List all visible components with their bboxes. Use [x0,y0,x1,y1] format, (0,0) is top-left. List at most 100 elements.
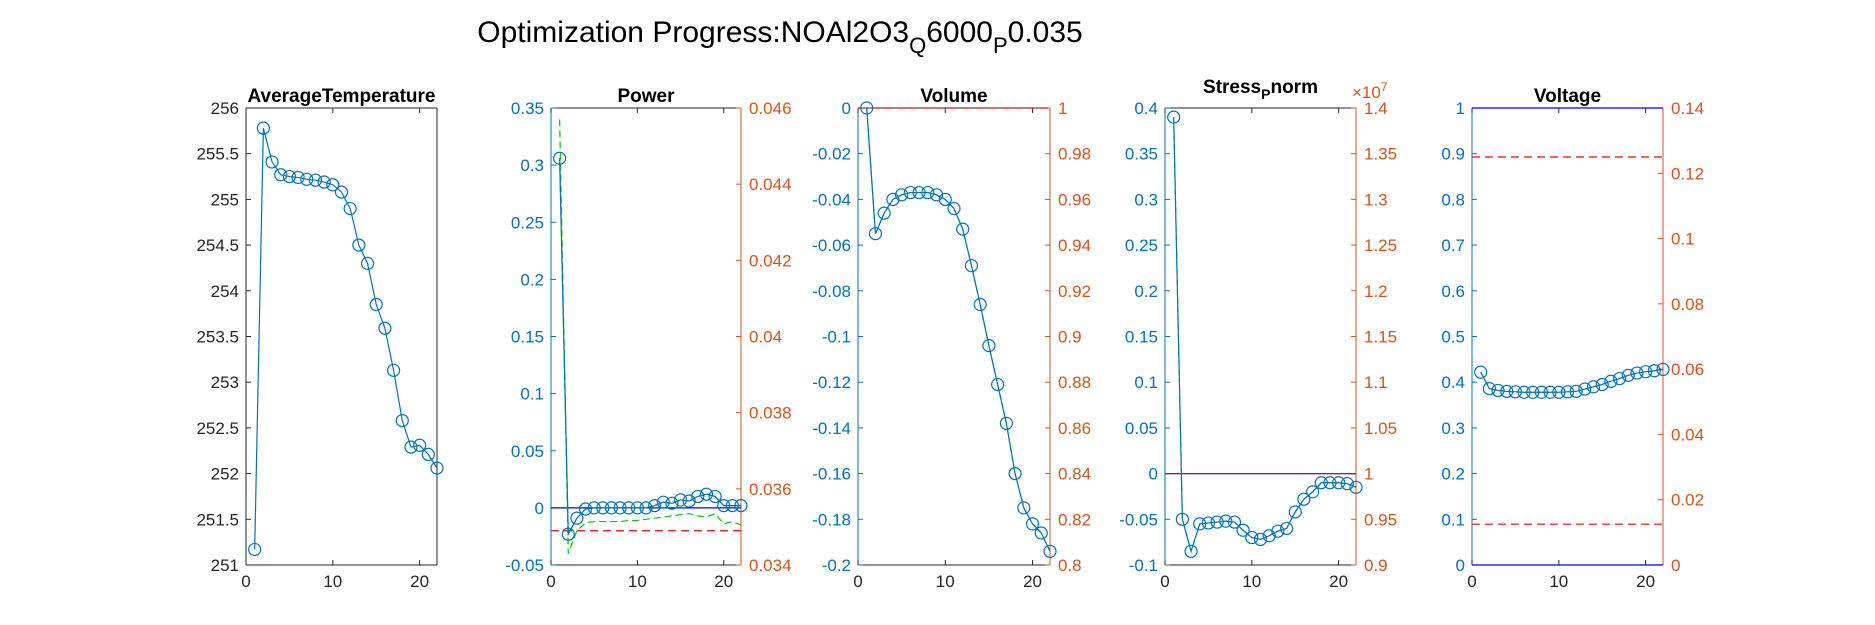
subplot-panels: 0 10 20251251.5252252.5253253.5254254.5255… [196,77,1704,591]
subplot-title-tail: norm [1270,77,1318,98]
subplot-5: 0 10 2000.10.20.30.40.50.60.70.80.9100.020… [1441,86,1704,591]
data-point [308,173,323,187]
data-point [1279,521,1294,536]
y-right-tick-label: 0.046 [749,99,792,118]
y-right-tick-label: 0.92 [1058,282,1091,301]
x-tick-label: 0 [853,572,862,591]
data-point [1227,515,1242,529]
subplot-title: Power [617,86,675,107]
x-tick-label: 0 [1160,572,1169,591]
data-point [300,172,314,186]
y-tick-label: 0.2 [520,270,544,289]
data-point [1305,485,1320,499]
data-point [326,178,340,192]
y-right-tick-label: 0.04 [749,328,782,347]
y-tick-label: -0.05 [505,556,544,575]
y-tick-label: 0.05 [511,442,544,461]
figure-title-mid: 6000 [926,16,993,49]
data-point [386,363,401,377]
data-point [1586,380,1601,394]
data-point [1604,374,1618,388]
data-point [639,501,653,515]
subplot-1: 0 10 20 251 251.5 252 252.5 253 253.5 254 254.5 255… [196,86,444,591]
y-right-tick-label: 0.12 [1671,164,1704,183]
data-point [691,489,705,504]
y-right-tick-label: 0.84 [1058,465,1091,484]
y-right-tick-label: 0.14 [1671,99,1704,118]
figure-title-sub1: Q [909,33,926,58]
y-right-tick-label: 0.06 [1671,360,1704,379]
data-point [378,321,392,335]
y-right-tick-label: 0.98 [1058,145,1091,164]
data-point [1210,515,1224,529]
data-point [973,297,987,312]
y-tick-label: 0.1 [520,385,544,404]
x-tick-label: 10 [628,572,647,591]
y-tick-label: -0.2 [822,556,851,575]
y-right-tick-label: 0.95 [1364,510,1397,529]
y-tick-label: -0.1 [822,328,851,347]
y-right-tick-label: 0.86 [1058,419,1091,438]
data-point [886,192,900,206]
data-point [877,206,891,220]
subplot-title: AverageTemperature [248,86,436,107]
data-point [334,185,349,199]
y-right-tick-label: 0.88 [1058,373,1091,392]
y-tick-label: 253.5 [196,328,239,347]
y-tick-label: -0.06 [812,236,851,255]
x-tick-label: 20 [1329,572,1348,591]
y-tick-label: 0.4 [1441,373,1465,392]
data-point [553,151,567,165]
y-right-tick-label: 0.1 [1671,230,1695,249]
data-point [1534,385,1549,399]
data-point [1560,385,1575,399]
data-point [282,169,297,184]
y-tick-label: 0.35 [1125,145,1158,164]
x-tick-label: 10 [936,572,955,591]
data-point [1219,514,1233,528]
y-tick-label: 252.5 [196,419,239,438]
y-tick-label: 0.15 [1125,328,1158,347]
y-tick-label: 0 [1149,465,1158,484]
data-point [1262,529,1276,543]
data-point [999,416,1013,430]
subplot-title: StressPnorm [1203,77,1318,102]
x-tick-label: 10 [323,572,342,591]
y-right-tick-label: 0.9 [1364,556,1388,575]
y-tick-label: 251.5 [196,510,239,529]
data-point [430,461,444,475]
series-green-trace [559,158,741,537]
data-point [622,501,636,515]
data-point [1543,385,1557,399]
data-point [682,494,696,508]
y-right-tick-label: 1.25 [1364,236,1397,255]
subplot-title: Volume [920,86,987,107]
data-point [725,498,739,513]
data-point [1491,383,1505,398]
data-point [604,501,619,515]
y-tick-label: -0.08 [812,282,851,301]
y-right-tick-label: 0.8 [1058,556,1082,575]
y-right-tick-label: 0.96 [1058,190,1091,209]
y-tick-label: 255 [211,190,239,209]
y-tick-label: 0.3 [1441,419,1465,438]
y-tick-label: -0.16 [812,465,851,484]
data-point [648,498,662,513]
data-point [570,511,584,525]
y-tick-label: 0.4 [1134,99,1158,118]
data-point [1288,505,1302,519]
data-point [317,175,331,189]
y-right-tick-label: 0.9 [1058,328,1082,347]
data-point [1017,501,1031,515]
data-point [1482,381,1496,396]
data-point [1569,384,1583,398]
data-point [1612,371,1627,386]
data-point [1201,516,1216,530]
x-tick-label: 0 [1467,572,1476,591]
series-line [866,107,1051,552]
x-tick-label: 20 [1636,572,1655,591]
y-tick-label: -0.12 [812,373,851,392]
data-point [673,493,688,507]
y-tick-label: 0.5 [1441,328,1465,347]
